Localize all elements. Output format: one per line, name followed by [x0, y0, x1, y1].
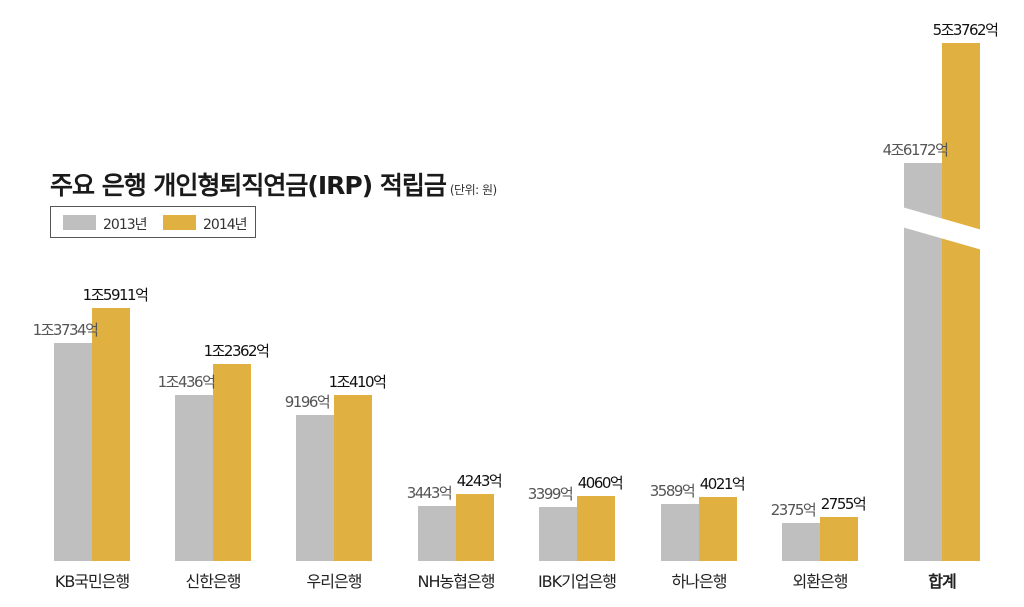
category-label: IBK기업은행: [537, 572, 617, 591]
value-label-2013: 4조6172억: [882, 141, 949, 159]
legend-label-2014: 2014년: [203, 217, 248, 233]
bar-2013: [782, 523, 820, 561]
legend-label-2013: 2013년: [103, 217, 148, 233]
unit-label: (단위: 원): [449, 183, 497, 197]
bar-2013: [539, 507, 577, 561]
bar-2013: [296, 415, 334, 561]
category-label: 합계: [928, 572, 956, 591]
bar-2013: [661, 504, 699, 561]
bar-2014: [699, 497, 737, 561]
chart-title: 주요 은행 개인형퇴직연금(IRP) 적립금 (단위: 원): [50, 166, 497, 202]
value-label-2013: 1조3734억: [32, 321, 99, 339]
value-label-2013: 1조436억: [157, 373, 216, 391]
bar-2014: [334, 395, 372, 561]
value-label-2013: 3589억: [649, 482, 696, 500]
value-label-2014: 1조2362억: [203, 342, 270, 360]
category-label: 외환은행: [792, 572, 849, 591]
bar-2013: [175, 395, 213, 561]
bar-2014: [456, 494, 494, 561]
value-label-2014: 4243억: [456, 472, 503, 490]
value-label-2014: 5조3762억: [932, 21, 999, 39]
value-label-2013: 3443억: [406, 484, 453, 502]
category-label: KB국민은행: [54, 572, 130, 591]
bar-2014: [577, 496, 615, 561]
value-label-2014: 4060억: [577, 474, 624, 492]
bar-2014: [213, 364, 251, 561]
legend-swatch-2014: [163, 215, 196, 230]
value-label-2014: 2755억: [820, 495, 867, 513]
bar-2014: [942, 43, 980, 561]
value-label-2014: 1조5911억: [82, 286, 149, 304]
category-label: 우리은행: [306, 572, 363, 591]
category-label: 하나은행: [671, 572, 728, 591]
category-label: NH농협은행: [417, 572, 496, 591]
title-text: 주요 은행 개인형퇴직연금(IRP) 적립금: [50, 171, 447, 200]
value-label-2013: 9196억: [284, 393, 331, 411]
bar-2014: [92, 308, 130, 561]
bar-2013: [418, 506, 456, 561]
category-label: 신한은행: [185, 572, 242, 591]
legend-swatch-2013: [63, 215, 96, 230]
bar-2014: [820, 517, 858, 561]
value-label-2014: 4021억: [699, 475, 746, 493]
legend: 2013년 2014년: [50, 206, 256, 238]
value-label-2013: 2375억: [770, 501, 817, 519]
value-label-2013: 3399억: [527, 485, 574, 503]
bar-2013: [54, 343, 92, 561]
value-label-2014: 1조410억: [328, 373, 387, 391]
